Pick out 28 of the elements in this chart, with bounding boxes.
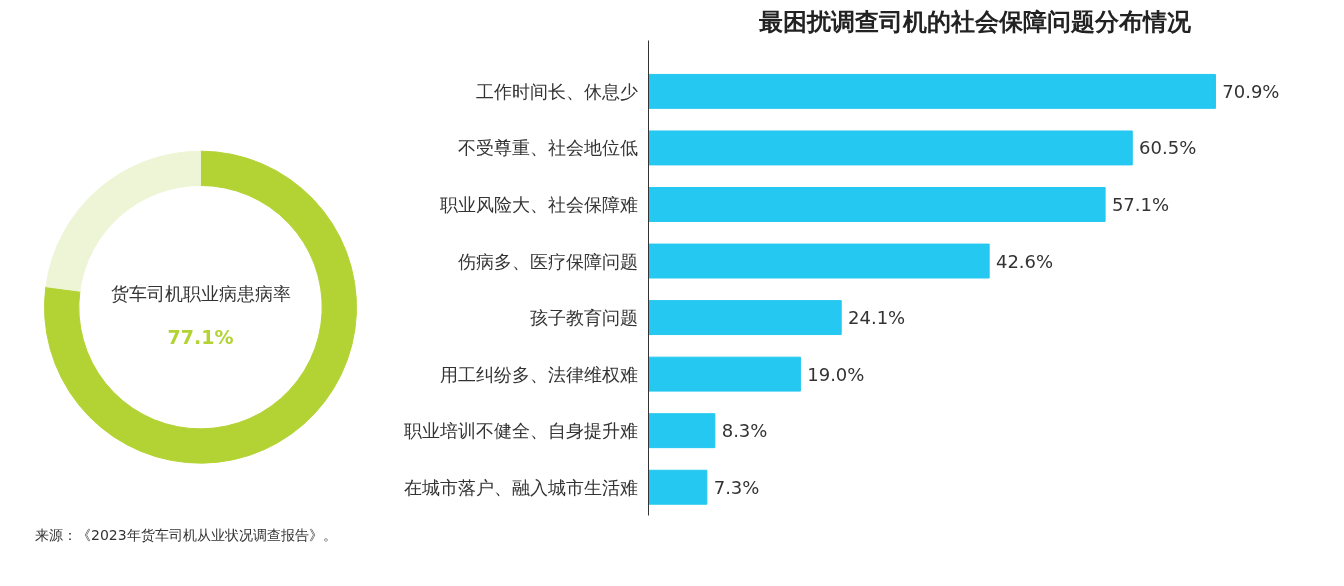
bar [648, 469, 708, 505]
data-label: 70.9% [1222, 80, 1280, 102]
data-label: 24.1% [848, 307, 906, 329]
bar [648, 356, 801, 392]
y-tick-label: 孩子教育问题 [529, 307, 638, 329]
bar [648, 413, 716, 449]
data-label: 77.1% [167, 326, 234, 349]
y-tick-label: 伤病多、医疗保障问题 [457, 250, 638, 272]
data-label: 7.3% [713, 476, 760, 498]
data-label: 42.6% [995, 250, 1054, 272]
y-tick-label: 在城市落户、融入城市生活难 [403, 476, 638, 498]
bar [648, 300, 842, 336]
bar [648, 73, 1216, 109]
y-tick-label: 用工纠纷多、法律维权难 [439, 363, 638, 385]
data-label: 57.1% [1111, 193, 1170, 215]
data-label: 19.0% [807, 363, 865, 385]
source-note: 来源：《2023年货车司机从业状况调查报告》。 [35, 526, 337, 545]
y-tick-label: 工作时间长、休息少 [475, 80, 638, 102]
y-tick-label: 不受尊重、社会地位低 [457, 137, 638, 159]
y-tick-label: 职业培训不健全、自身提升难 [403, 420, 638, 442]
chart-title: 最困扰调查司机的社会保障问题分布情况 [757, 7, 1192, 36]
data-label: 60.5% [1139, 137, 1197, 159]
bar [648, 243, 990, 279]
text: 货车司机职业病患病率 [110, 283, 291, 305]
data-label: 8.3% [721, 420, 768, 442]
bar [648, 130, 1133, 166]
bar [648, 187, 1106, 222]
y-tick-label: 职业风险大、社会保障难 [439, 193, 638, 215]
